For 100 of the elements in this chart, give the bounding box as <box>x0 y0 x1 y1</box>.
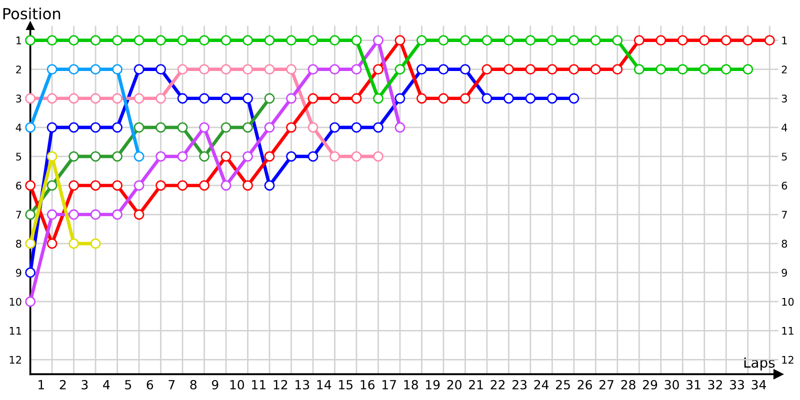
x-tick-label: 2 <box>60 380 66 390</box>
x-axis-title: Laps <box>744 357 775 370</box>
point <box>438 93 449 104</box>
x-tick-label: 33 <box>730 380 744 390</box>
point <box>134 122 144 133</box>
point <box>25 35 36 46</box>
point <box>482 35 492 46</box>
point <box>394 122 406 133</box>
point <box>177 180 188 191</box>
x-tick-label: 7 <box>168 380 175 390</box>
x-tick-label: 11 <box>252 380 266 390</box>
point <box>25 267 36 278</box>
point <box>351 151 362 162</box>
point <box>199 35 210 46</box>
point <box>156 151 166 162</box>
y-axis-title: Position <box>3 8 60 20</box>
point <box>264 64 275 75</box>
point <box>394 35 406 46</box>
point <box>308 151 318 162</box>
point <box>416 93 427 104</box>
x-tick-label: 3 <box>82 380 88 390</box>
point <box>242 35 253 46</box>
point <box>330 122 340 133</box>
point <box>720 35 732 46</box>
point <box>68 93 80 104</box>
y-tick-label: 1 <box>16 36 22 44</box>
point <box>177 93 188 104</box>
x-tick-label: 5 <box>125 380 132 390</box>
x-tick-label: 8 <box>190 380 197 390</box>
point <box>199 64 210 75</box>
y2-tick-label: 8 <box>782 240 788 248</box>
point <box>351 64 362 75</box>
point <box>68 64 80 75</box>
point <box>68 35 80 46</box>
y-tick-label: 11 <box>10 327 22 335</box>
x-tick-label: 30 <box>664 380 679 390</box>
point <box>330 64 340 75</box>
y-tick-label: 5 <box>16 152 22 161</box>
point <box>525 35 536 46</box>
x-tick-label: 27 <box>600 380 614 390</box>
point <box>590 64 601 75</box>
point <box>90 238 101 249</box>
y2-tick-label: 5 <box>782 152 787 161</box>
y2-tick-label: 3 <box>782 94 787 102</box>
x-tick-label: 17 <box>382 380 396 390</box>
point <box>286 93 296 104</box>
x-tick-label: 18 <box>404 380 418 390</box>
point <box>68 151 80 162</box>
x-tick-label: 23 <box>512 380 527 390</box>
x-tick-label: 32 <box>708 380 722 390</box>
point <box>351 122 362 133</box>
y-tick-label: 10 <box>10 298 22 306</box>
point <box>373 93 384 104</box>
x-tick-label: 20 <box>447 380 462 390</box>
point <box>220 151 232 162</box>
point <box>134 180 144 191</box>
x-tick-label: 1 <box>38 380 44 390</box>
point <box>416 64 427 75</box>
point <box>242 64 253 75</box>
point <box>220 180 232 191</box>
point <box>416 35 427 46</box>
x-tick-label: 22 <box>490 380 505 390</box>
point <box>373 64 384 75</box>
point <box>156 35 166 46</box>
point <box>286 35 296 46</box>
point <box>220 93 232 104</box>
point <box>460 64 470 75</box>
point <box>330 93 340 104</box>
point <box>308 64 318 75</box>
point <box>68 238 80 249</box>
y2-tick-label: 12 <box>782 356 794 364</box>
x-tick-label: 9 <box>212 380 218 390</box>
point <box>199 93 210 104</box>
point <box>220 64 232 75</box>
point <box>90 35 101 46</box>
point <box>112 151 123 162</box>
point <box>264 122 275 133</box>
point <box>68 209 80 220</box>
point <box>308 35 318 46</box>
point <box>112 64 123 75</box>
y2-tick-label: 6 <box>782 182 788 190</box>
point <box>677 35 688 46</box>
point <box>482 93 492 104</box>
y2-tick-label: 7 <box>782 210 787 218</box>
y-tick-label: 4 <box>16 124 22 132</box>
x-tick-label: 24 <box>534 380 549 390</box>
x-tick-label: 29 <box>642 380 658 390</box>
point <box>46 209 58 220</box>
point <box>656 64 666 75</box>
point <box>220 122 232 133</box>
point <box>68 180 80 191</box>
point <box>634 35 644 46</box>
x-tick-label: 34 <box>752 380 766 390</box>
point <box>699 35 710 46</box>
point <box>525 93 536 104</box>
point <box>568 35 580 46</box>
x-tick-label: 12 <box>274 380 288 390</box>
point <box>134 35 144 46</box>
point <box>242 151 253 162</box>
point <box>134 151 144 162</box>
